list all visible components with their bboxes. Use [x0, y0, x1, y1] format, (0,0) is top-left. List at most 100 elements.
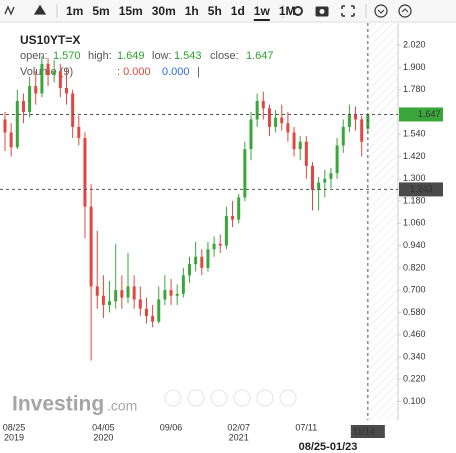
candle-body	[89, 206, 93, 287]
interval-button[interactable]: 1m	[66, 4, 83, 18]
candle-body	[200, 256, 204, 268]
candle-body	[212, 243, 216, 250]
y-tick-label: 0.700	[403, 285, 426, 295]
last-price-label: 1.647	[418, 109, 441, 119]
interval-button[interactable]: 30m	[152, 4, 176, 18]
interval-button[interactable]: 1d	[231, 4, 245, 18]
candle-body	[175, 293, 179, 296]
watermark: Investing .com	[12, 393, 137, 416]
candle-body	[267, 108, 271, 127]
candle-body	[255, 100, 259, 120]
open-value: 1.570	[53, 50, 81, 62]
y-tick-label: 1.780	[403, 84, 426, 94]
y-tick-label: 0.820	[403, 262, 426, 272]
candle-body	[28, 86, 32, 113]
candle-body	[126, 286, 130, 298]
range-label: 08/25-01/23	[299, 441, 358, 453]
open-label: open:	[20, 50, 48, 62]
candle-body	[194, 256, 198, 265]
candle-body	[206, 249, 210, 268]
candle-body	[157, 299, 161, 322]
candle-body	[261, 100, 265, 109]
crosshair-price-label: 1.243	[410, 184, 433, 194]
y-tick-label: 1.540	[403, 129, 426, 139]
y-tick-label: 0.940	[403, 240, 426, 250]
crosshair-price-box	[399, 182, 443, 197]
candle-body	[341, 126, 345, 146]
watermark-brand: Investing	[12, 393, 104, 416]
y-tick-label: 1.180	[403, 195, 426, 205]
candle-body	[237, 197, 241, 220]
candle-body	[138, 299, 142, 309]
watermark-suffix: .com	[107, 398, 137, 414]
draw-tools[interactable]	[4, 4, 47, 16]
y-tick-label: 0.100	[403, 396, 426, 406]
y-tick-label: 2.020	[403, 40, 426, 50]
candle-body	[243, 149, 247, 198]
symbol: US10YT=X	[20, 33, 80, 47]
y-tick-label: 1.420	[403, 151, 426, 161]
candle-body	[15, 100, 19, 148]
y-tick-label: 0.460	[403, 329, 426, 339]
x-year-label: 2020	[93, 432, 113, 442]
candle-body	[224, 215, 228, 246]
x-tick-label: 08/25	[3, 422, 26, 432]
interval-button[interactable]: 1w	[254, 4, 271, 18]
y-tick-label: 0.580	[403, 307, 426, 317]
candle-body	[108, 301, 112, 305]
candle-body	[317, 182, 321, 190]
candle-body	[335, 145, 339, 174]
volume-value2: 0.000	[162, 66, 190, 78]
volume-value: : 0.000	[117, 66, 151, 78]
candle-body	[298, 141, 302, 150]
high-label: high:	[88, 50, 112, 62]
candle-body	[169, 290, 173, 296]
candle-body	[280, 117, 284, 124]
y-tick-label: 1.060	[403, 218, 426, 228]
candle-body	[181, 275, 185, 294]
future-area	[368, 23, 398, 420]
toolbar-icons[interactable]	[293, 4, 412, 18]
y-tick-label: 1.300	[403, 173, 426, 183]
candle-body	[231, 215, 235, 220]
low-value: 1.543	[174, 50, 202, 62]
x-tick-label: 04/05	[92, 422, 115, 432]
x-tick-label: 07/11	[295, 422, 317, 432]
candle-body	[9, 132, 13, 148]
candle-body	[163, 290, 167, 300]
x-tick-label: 09/06	[160, 422, 183, 432]
crosshair-date-label: 11/14	[353, 426, 375, 436]
candle-body	[65, 87, 68, 94]
candle-body	[77, 126, 81, 139]
interval-button[interactable]: 1M	[279, 4, 296, 18]
close-value: 1.647	[246, 50, 274, 62]
interval-button[interactable]: 15m	[119, 4, 143, 18]
candle-body	[144, 308, 148, 317]
candle-body	[114, 290, 118, 302]
ohlc-legend: open: 1.570 high: 1.649 low: 1.543 close…	[20, 50, 274, 78]
interval-button[interactable]: 5m	[92, 4, 109, 18]
candle-body	[151, 316, 155, 322]
candle-body	[274, 117, 278, 127]
bottom-controls	[164, 389, 297, 407]
high-value: 1.649	[117, 50, 145, 62]
candle-body	[304, 141, 308, 166]
interval-button[interactable]: 5h	[208, 4, 222, 18]
candle-body	[347, 113, 351, 127]
candle-body	[323, 178, 327, 183]
candle-body	[354, 113, 358, 120]
last-price-box	[399, 107, 443, 122]
candle-body	[286, 123, 290, 133]
candle-body	[21, 100, 25, 113]
y-tick-label: 0.220	[403, 374, 426, 384]
candle-body	[101, 295, 105, 305]
candle-body	[120, 290, 124, 298]
candle-body	[311, 165, 314, 190]
candle-body	[34, 86, 38, 94]
crosshair-date-box	[350, 425, 385, 438]
x-tick-label: 02/07	[227, 422, 250, 432]
x-year-label: 2019	[4, 432, 24, 442]
interval-button[interactable]: 1h	[185, 4, 199, 18]
